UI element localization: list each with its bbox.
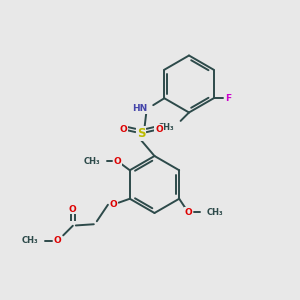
Text: F: F bbox=[226, 94, 232, 103]
Text: O: O bbox=[184, 208, 192, 217]
Text: CH₃: CH₃ bbox=[158, 123, 174, 132]
Text: CH₃: CH₃ bbox=[206, 208, 223, 217]
Text: CH₃: CH₃ bbox=[84, 157, 101, 166]
Text: O: O bbox=[110, 200, 117, 209]
Text: O: O bbox=[69, 205, 77, 214]
Text: O: O bbox=[155, 125, 163, 134]
Text: O: O bbox=[113, 157, 121, 166]
Text: HN: HN bbox=[133, 104, 148, 113]
Text: CH₃: CH₃ bbox=[22, 236, 38, 245]
Text: O: O bbox=[119, 125, 127, 134]
Text: O: O bbox=[54, 236, 62, 245]
Text: S: S bbox=[137, 127, 145, 140]
